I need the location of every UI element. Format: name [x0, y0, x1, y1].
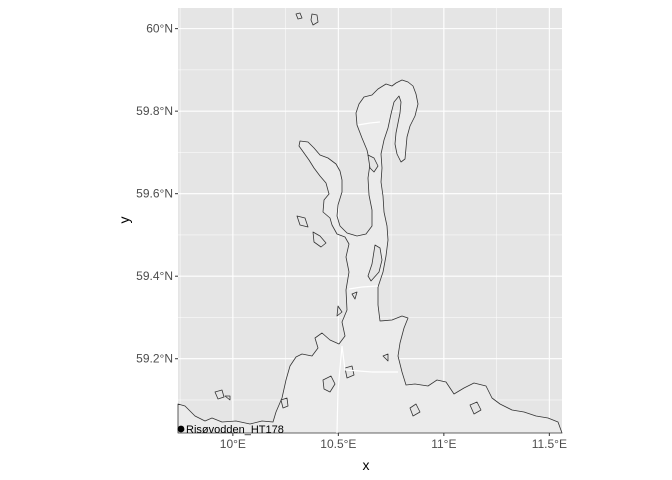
point-marker: Risøvodden_HT178 [177, 424, 284, 436]
boundary-north [357, 121, 381, 126]
boundary-southwest [336, 345, 343, 434]
axis-ticks: 10°E 10.5°E 11°E 11.5°E 59.2°N 59.4°N 59.6°N 59… [136, 22, 567, 451]
boundary-mid [348, 285, 379, 290]
x-tick-label: 11°E [431, 437, 456, 451]
county-boundaries [336, 121, 398, 434]
x-tick-label: 10.5°E [320, 437, 356, 451]
west-islands [296, 215, 358, 317]
oslofjord-water [177, 79, 563, 434]
y-tick-label: 60°N [146, 22, 173, 36]
x-axis-title: x [363, 457, 370, 473]
x-tick-label: 10°E [220, 437, 246, 451]
station-marker [177, 425, 185, 433]
south-islands [214, 353, 482, 417]
upper-lake [367, 154, 379, 173]
fjord-shapes [177, 12, 563, 434]
boundary-south [341, 345, 398, 373]
lake-islands [367, 244, 383, 282]
y-tick-label: 59.2°N [136, 352, 173, 366]
y-axis-title: y [116, 217, 132, 224]
station-label: Risøvodden_HT178 [186, 424, 284, 436]
x-tick-label: 11.5°E [532, 437, 567, 451]
y-tick-label: 59.4°N [136, 269, 173, 283]
y-tick-label: 59.6°N [136, 187, 173, 201]
top-isles [295, 12, 319, 26]
y-tick-label: 59.8°N [136, 104, 173, 118]
